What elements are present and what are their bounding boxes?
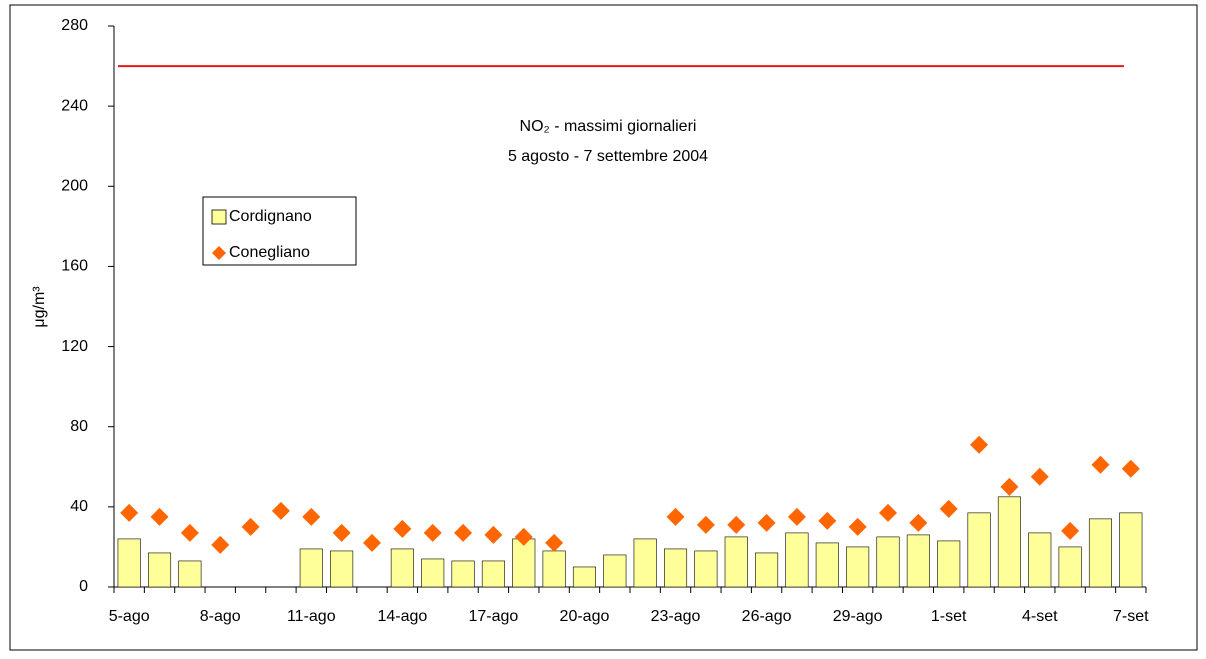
bar <box>451 560 475 588</box>
bar <box>299 548 323 588</box>
bar <box>481 560 505 588</box>
diamond-marker <box>666 507 685 526</box>
y-tick-label: 120 <box>61 338 88 355</box>
y-tick-label: 160 <box>61 258 88 275</box>
x-tick-label: 17-ago <box>468 608 518 625</box>
bar <box>117 538 141 588</box>
diamond-marker <box>727 515 746 534</box>
x-tick-label: 4-set <box>1022 608 1058 625</box>
diamond-marker <box>939 499 958 518</box>
x-tick-label: 1-set <box>931 608 967 625</box>
bar <box>512 538 536 588</box>
bar <box>755 552 779 588</box>
diamond-marker <box>848 517 867 536</box>
diamond-marker <box>1061 521 1080 540</box>
diamond-marker <box>818 511 837 530</box>
diamond-marker <box>423 523 442 542</box>
diamond-marker <box>211 535 230 554</box>
y-axis-label: μg/m³ <box>31 286 48 328</box>
legend-swatch <box>212 246 226 260</box>
x-tick-label: 5-ago <box>109 608 150 625</box>
diamond-marker <box>363 533 381 552</box>
bar <box>1058 546 1082 588</box>
diamond-marker <box>332 523 351 542</box>
x-tick-label: 8-ago <box>200 608 241 625</box>
bar <box>1088 518 1113 588</box>
x-tick-label: 23-ago <box>651 608 701 625</box>
legend-label: Conegliano <box>229 244 310 261</box>
bar <box>421 558 445 588</box>
bar <box>785 532 809 588</box>
bar <box>603 554 627 588</box>
diamond-marker <box>1030 467 1049 486</box>
chart-title: NO₂ - massimi giornalieri <box>520 118 697 135</box>
bar <box>1119 512 1143 588</box>
chart-subtitle: 5 agosto - 7 settembre 2004 <box>508 148 708 165</box>
diamond-marker <box>514 527 533 546</box>
diamond-marker <box>302 507 321 526</box>
bar <box>572 566 597 588</box>
diamond-marker <box>1121 459 1140 478</box>
x-tick-label: 11-ago <box>287 608 336 625</box>
bar <box>997 496 1021 588</box>
x-tick-label: 20-ago <box>560 608 610 625</box>
diamond-marker <box>120 503 139 522</box>
bar <box>178 560 202 588</box>
diamond-marker <box>241 517 260 536</box>
bar <box>390 548 414 588</box>
bar <box>1028 532 1052 588</box>
y-tick-label: 40 <box>70 498 88 515</box>
legend <box>202 196 357 266</box>
x-tick-label: 26-ago <box>742 608 792 625</box>
bar <box>147 552 172 588</box>
bar <box>330 550 354 588</box>
diamond-marker <box>970 435 989 454</box>
y-tick-label: 80 <box>70 418 88 435</box>
bar <box>846 546 870 588</box>
bar <box>937 540 961 588</box>
diamond-marker <box>150 507 169 526</box>
diamond-marker <box>787 507 806 526</box>
bar <box>815 542 839 588</box>
legend-swatch <box>211 209 227 225</box>
bar <box>906 534 930 588</box>
bar <box>967 512 991 588</box>
diamond-marker <box>1091 455 1110 474</box>
x-tick-label: 29-ago <box>833 608 883 625</box>
diamond-marker <box>484 525 503 544</box>
legend-label: Cordignano <box>229 208 312 225</box>
diamond-marker <box>696 515 715 534</box>
y-tick-label: 280 <box>61 17 88 34</box>
diamond-marker <box>909 513 928 532</box>
y-tick-label: 240 <box>61 97 88 114</box>
diamond-marker <box>1000 477 1019 496</box>
x-tick-label: 7-set <box>1113 608 1149 625</box>
y-tick-label: 0 <box>79 578 88 595</box>
diamond-marker <box>545 533 564 552</box>
diamond-marker <box>757 513 776 532</box>
bar <box>694 550 718 588</box>
diamond-marker <box>879 503 897 522</box>
bar <box>542 550 566 588</box>
bar <box>724 536 748 588</box>
x-tick-label: 14-ago <box>377 608 427 625</box>
diamond-marker <box>180 523 199 542</box>
bar <box>663 548 688 588</box>
diamond-marker <box>454 523 473 542</box>
diamond-marker <box>393 519 412 538</box>
y-tick-label: 200 <box>61 178 88 195</box>
diamond-marker <box>271 501 290 520</box>
bar <box>876 536 900 588</box>
bar <box>633 538 657 588</box>
